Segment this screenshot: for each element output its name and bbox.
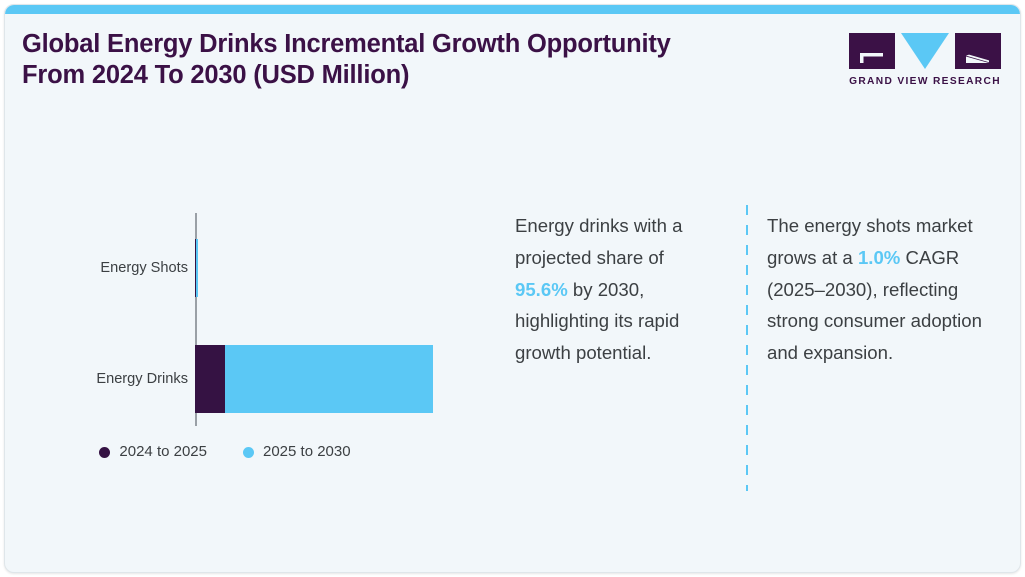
gvr-logo-icon: GRAND VIEW RESEARCH [849,31,1001,87]
chart-panel: Energy Shots Energy Drinks 2024 to 2025 [5,190,475,500]
legend-swatch-icon [99,446,111,458]
legend-item-2025-2030[interactable]: 2025 to 2030 [243,443,351,461]
callout-divider [746,205,748,491]
bar-segment-2024-2025[interactable] [195,239,196,297]
infographic-card: Global Energy Drinks Incremental Growth … [4,4,1021,573]
y-axis-line [195,213,197,426]
legend-label: 2025 to 2030 [263,443,351,460]
callout-energy-drinks-share: Energy drinks with a projected share of … [515,210,715,369]
brand-wordmark: GRAND VIEW RESEARCH [849,76,1001,87]
chart-legend: 2024 to 2025 2025 to 2030 [5,443,445,461]
legend-swatch-icon [243,446,254,458]
bar-track-energy-drinks [195,345,445,413]
callout-text-part-2: CAGR (2025–2030), reflecting strong cons… [767,246,982,364]
bar-track-energy-shots [195,239,445,297]
callout-energy-shots-cagr: The energy shots market grows at a 1.0% … [767,210,982,369]
callout-text-part-2: by 2030, highlighting its rapid growth p… [515,278,680,364]
page-title: Global Energy Drinks Incremental Growth … [22,30,671,89]
bar-segment-2025-2030[interactable] [195,239,198,297]
header: Global Energy Drinks Incremental Growth … [5,14,1020,96]
callout-text-part-1: Energy drinks with a projected share of [515,215,683,268]
bar-segment-2024-2025[interactable] [195,345,225,413]
legend-item-2024-2025[interactable]: 2024 to 2025 [99,443,207,461]
bar-segment-2025-2030[interactable] [225,345,433,413]
gvr-logo-mark [849,33,1001,69]
chart-row-energy-shots: Energy Shots [45,239,445,297]
category-label-energy-shots: Energy Shots [100,260,188,276]
chart-plot-area: Energy Shots Energy Drinks [45,213,445,426]
category-label-energy-drinks: Energy Drinks [96,371,188,387]
callout-highlight-value: 1.0% [857,246,901,268]
callout-highlight-value: 95.6% [515,278,568,300]
legend-label: 2024 to 2025 [119,443,207,460]
callout-text-part-1: The energy shots market grows at a [767,215,973,268]
top-accent-bar [5,5,1020,14]
chart-row-energy-drinks: Energy Drinks [45,345,445,413]
